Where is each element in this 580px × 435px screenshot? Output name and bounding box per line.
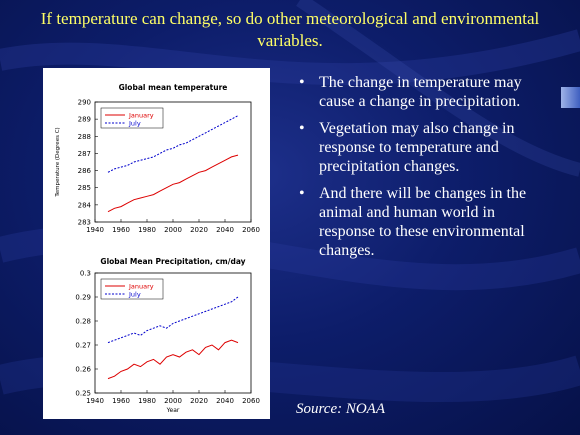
y-tick-label: 0.3: [80, 270, 91, 278]
x-tick-label: 1940: [86, 397, 104, 405]
x-axis-label: Year: [166, 407, 180, 414]
y-tick-label: 0.25: [75, 390, 91, 398]
x-tick-label: 1960: [112, 226, 130, 234]
legend-entry: July: [128, 120, 141, 128]
x-tick-label: 2000: [164, 397, 182, 405]
y-axis-label: Temperature (Degrees C): [55, 127, 61, 197]
y-tick-label: 290: [78, 99, 91, 107]
y-tick-label: 285: [78, 184, 91, 192]
bullet-item: The change in temperature may cause a ch…: [297, 73, 547, 111]
charts-figure: Global mean temperature 283 284 285 286 287 28…: [55, 83, 260, 414]
legend-entry: January: [128, 283, 154, 291]
figure-panel: Global mean temperature 283 284 285 286 287 28…: [43, 68, 270, 419]
y-tick-label: 0.28: [75, 318, 91, 326]
y-tick-label: 289: [78, 116, 91, 124]
x-tick-label: 1940: [86, 226, 104, 234]
x-tick-label: 2020: [190, 397, 208, 405]
x-tick-label: 2060: [242, 397, 260, 405]
x-tick-label: 1980: [138, 226, 156, 234]
y-tick-label: 286: [78, 167, 92, 175]
bullet-list: The change in temperature may cause a ch…: [297, 73, 547, 268]
x-tick-label: 1980: [138, 397, 156, 405]
series-line-january: [107, 154, 239, 213]
x-tick-label: 2000: [164, 226, 182, 234]
x-tick-label: 2020: [190, 226, 208, 234]
x-tick-label: 2040: [216, 226, 234, 234]
y-tick-label: 0.29: [75, 294, 91, 302]
x-tick-label: 1960: [112, 397, 130, 405]
y-tick-label: 283: [78, 219, 91, 227]
series-line-january: [107, 339, 239, 380]
bullet-item: And there will be changes in the animal …: [297, 184, 547, 260]
y-tick-label: 287: [78, 150, 91, 158]
chart-title: Global Mean Precipitation, cm/day: [100, 257, 245, 266]
y-tick-label: 0.26: [75, 366, 91, 374]
series-line-july: [107, 296, 239, 344]
y-tick-label: 0.27: [75, 342, 91, 350]
x-tick-label: 2040: [216, 397, 234, 405]
chart-title: Global mean temperature: [119, 83, 228, 92]
bullet-item: Vegetation may also change in response t…: [297, 119, 547, 176]
legend-entry: January: [128, 112, 154, 120]
slide-title: If temperature can change, so do other m…: [40, 9, 540, 50]
slide-edge-tab: [561, 87, 580, 108]
y-tick-label: 284: [78, 201, 92, 209]
legend-entry: July: [128, 291, 141, 299]
source-citation: Source: NOAA: [296, 401, 386, 417]
y-tick-label: 288: [78, 133, 91, 141]
x-tick-label: 2060: [242, 226, 260, 234]
